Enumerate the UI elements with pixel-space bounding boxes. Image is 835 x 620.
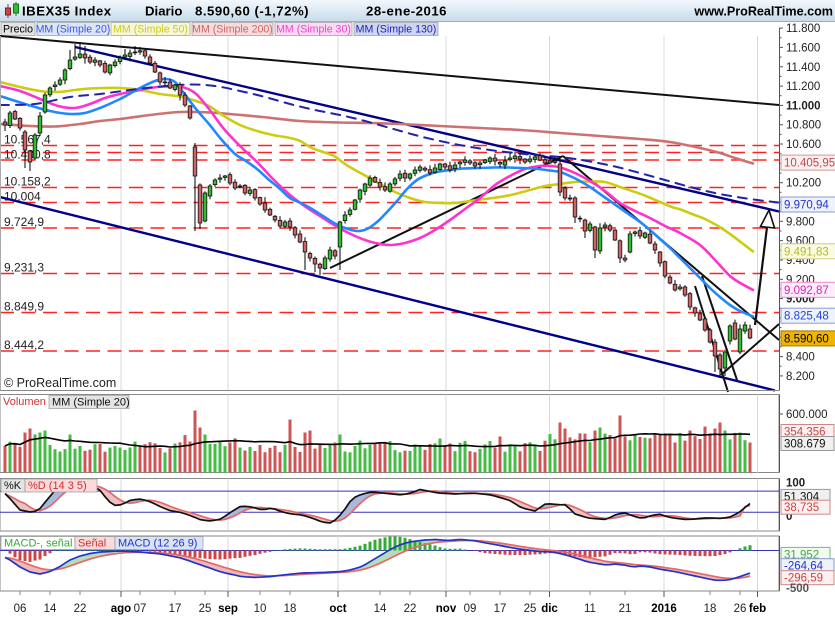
- svg-text:8.444,2: 8.444,2: [4, 338, 44, 352]
- svg-text:11.800: 11.800: [786, 23, 820, 35]
- svg-text:8.825,48: 8.825,48: [784, 311, 829, 323]
- svg-text:MACD (12 26 9): MACD (12 26 9): [118, 538, 197, 550]
- svg-text:MM (Simple 200): MM (Simple 200): [192, 24, 273, 36]
- svg-text:10.405,95: 10.405,95: [784, 158, 835, 170]
- svg-text:IBEX35 Index: IBEX35 Index: [22, 4, 112, 19]
- svg-text:8.200: 8.200: [786, 371, 815, 383]
- svg-text:Volumen: Volumen: [3, 396, 46, 408]
- svg-text:22: 22: [404, 603, 417, 615]
- svg-text:9.092,87: 9.092,87: [784, 285, 829, 297]
- svg-text:21: 21: [619, 603, 632, 615]
- svg-text:ago: ago: [111, 603, 131, 615]
- svg-text:26: 26: [734, 603, 747, 615]
- svg-text:%D (14 3 5): %D (14 3 5): [28, 480, 87, 492]
- svg-text:9.970,94: 9.970,94: [784, 200, 829, 212]
- svg-text:0: 0: [786, 511, 792, 523]
- svg-text:14: 14: [44, 603, 57, 615]
- svg-text:28-ene-2016: 28-ene-2016: [366, 4, 447, 19]
- svg-text:8.400: 8.400: [786, 352, 815, 364]
- svg-text:600.000: 600.000: [786, 409, 828, 421]
- svg-text:9.231,3: 9.231,3: [4, 261, 44, 275]
- svg-text:25: 25: [524, 603, 537, 615]
- svg-text:10.600: 10.600: [786, 139, 821, 151]
- svg-text:9.800: 9.800: [786, 216, 815, 228]
- svg-text:22: 22: [74, 603, 87, 615]
- svg-text:Precio: Precio: [3, 24, 33, 36]
- svg-text:11.200: 11.200: [786, 81, 820, 93]
- svg-text:07: 07: [134, 603, 147, 615]
- svg-text:oct: oct: [329, 603, 346, 615]
- svg-text:17: 17: [169, 603, 182, 615]
- svg-text:100: 100: [786, 478, 805, 490]
- svg-text:17: 17: [494, 603, 507, 615]
- svg-text:11.400: 11.400: [786, 62, 820, 74]
- svg-text:10.430,8: 10.430,8: [4, 148, 51, 162]
- svg-text:sep: sep: [218, 603, 238, 615]
- svg-text:8.590,60: 8.590,60: [784, 333, 829, 345]
- svg-text:MM (Simple 30): MM (Simple 30): [276, 24, 351, 36]
- svg-text:354.356: 354.356: [784, 427, 826, 439]
- svg-text:06: 06: [14, 603, 27, 615]
- svg-text:-296,59: -296,59: [784, 573, 823, 585]
- svg-text:14: 14: [374, 603, 387, 615]
- svg-text:%K: %K: [4, 480, 22, 492]
- svg-text:2016: 2016: [651, 603, 677, 615]
- svg-text:MM (Simple 20): MM (Simple 20): [36, 24, 111, 36]
- svg-text:308.679: 308.679: [784, 439, 826, 451]
- svg-text:18: 18: [704, 603, 717, 615]
- svg-text:10.567,4: 10.567,4: [4, 133, 51, 147]
- svg-text:dic: dic: [541, 603, 558, 615]
- svg-text:25: 25: [199, 603, 212, 615]
- svg-text:11.000: 11.000: [786, 100, 821, 112]
- svg-text:www.ProRealTime.com: www.ProRealTime.com: [693, 5, 833, 19]
- svg-text:11: 11: [584, 603, 596, 615]
- svg-text:9.724,9: 9.724,9: [4, 215, 44, 229]
- svg-text:MACD-, señal: MACD-, señal: [4, 538, 72, 550]
- svg-text:10.800: 10.800: [786, 120, 821, 132]
- svg-text:11.600: 11.600: [786, 42, 820, 54]
- svg-text:09: 09: [464, 603, 477, 615]
- svg-text:10.158,2: 10.158,2: [4, 175, 51, 189]
- svg-text:MM (Simple 50): MM (Simple 50): [113, 24, 188, 36]
- svg-text:38,735: 38,735: [784, 502, 819, 514]
- svg-text:10: 10: [254, 603, 267, 615]
- svg-text:9.491,83: 9.491,83: [784, 246, 829, 258]
- svg-text:© ProRealTime.com: © ProRealTime.com: [4, 376, 116, 390]
- svg-text:-500: -500: [786, 583, 809, 595]
- svg-text:8.590,60 (-1,72%): 8.590,60 (-1,72%): [195, 4, 309, 19]
- svg-text:10.200: 10.200: [786, 178, 821, 190]
- svg-text:Señal: Señal: [78, 538, 106, 550]
- svg-text:18: 18: [284, 603, 297, 615]
- svg-text:MM (Simple 130): MM (Simple 130): [356, 24, 437, 36]
- svg-text:-264,64: -264,64: [784, 561, 824, 573]
- svg-text:8.849,9: 8.849,9: [4, 300, 44, 314]
- svg-text:nov: nov: [436, 603, 457, 615]
- svg-text:MM (Simple 20): MM (Simple 20): [52, 397, 130, 409]
- svg-text:feb: feb: [749, 603, 766, 615]
- svg-text:Diario: Diario: [145, 4, 182, 19]
